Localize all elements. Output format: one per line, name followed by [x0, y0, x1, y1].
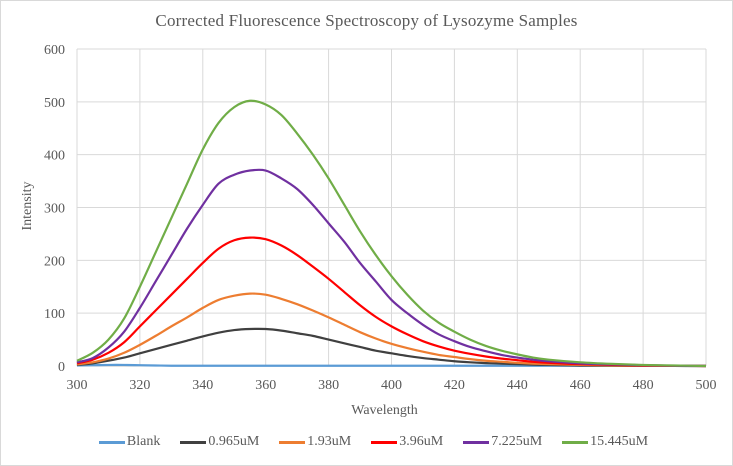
legend-item: 7.225uM: [463, 434, 542, 450]
x-tick-label: 480: [633, 378, 654, 393]
legend-item: 1.93uM: [279, 434, 351, 450]
y-tick-label: 400: [44, 149, 65, 164]
legend-item: Blank: [98, 434, 161, 450]
y-tick-label: 0: [58, 360, 65, 375]
x-tick-label: 380: [318, 378, 339, 393]
y-tick-label: 100: [44, 307, 65, 322]
legend-label: 1.93uM: [307, 434, 352, 449]
legend-label: 7.225uM: [491, 434, 543, 449]
legend-label: 3.96uM: [399, 434, 444, 449]
legend-swatch: [279, 440, 306, 444]
legend-swatch: [562, 440, 589, 444]
x-tick-label: 400: [381, 378, 402, 393]
legend-item: 0.965uM: [180, 434, 259, 450]
legend-item: 3.96uM: [371, 434, 443, 450]
x-tick-label: 360: [255, 378, 276, 393]
series-line-3-96um: [76, 236, 707, 368]
legend-swatch: [463, 440, 490, 444]
y-tick-label: 300: [44, 202, 65, 217]
y-tick-label: 600: [44, 43, 65, 58]
legend-item: 15.445uM: [562, 434, 648, 450]
chart-title: Corrected Fluorescence Spectroscopy of L…: [155, 11, 578, 30]
y-tick-label: 500: [44, 96, 65, 111]
series-line-1-93um: [76, 292, 707, 368]
legend-swatch: [98, 440, 125, 444]
y-axis-label: Intensity: [20, 181, 35, 231]
x-tick-label: 300: [67, 378, 88, 393]
legend-label: Blank: [126, 434, 161, 449]
legend-label: 0.965uM: [208, 434, 260, 449]
y-tick-label: 200: [44, 254, 65, 269]
legend: Blank 0.965uM 1.93uM 3.96uM 7.225uM 15.445uM: [0, 434, 733, 450]
x-tick-label: 320: [129, 378, 150, 393]
legend-label: 15.445uM: [590, 434, 649, 449]
x-tick-label: 340: [192, 378, 213, 393]
x-axis-label: Wavelength: [351, 403, 418, 418]
x-tick-label: 460: [570, 378, 591, 393]
x-tick-label: 500: [696, 378, 717, 393]
legend-swatch: [180, 440, 207, 444]
series-line-7-225um: [76, 168, 707, 368]
x-tick-label: 440: [507, 378, 528, 393]
series-line-15-445um: [76, 99, 707, 368]
legend-swatch: [371, 440, 398, 444]
x-tick-label: 420: [444, 378, 465, 393]
